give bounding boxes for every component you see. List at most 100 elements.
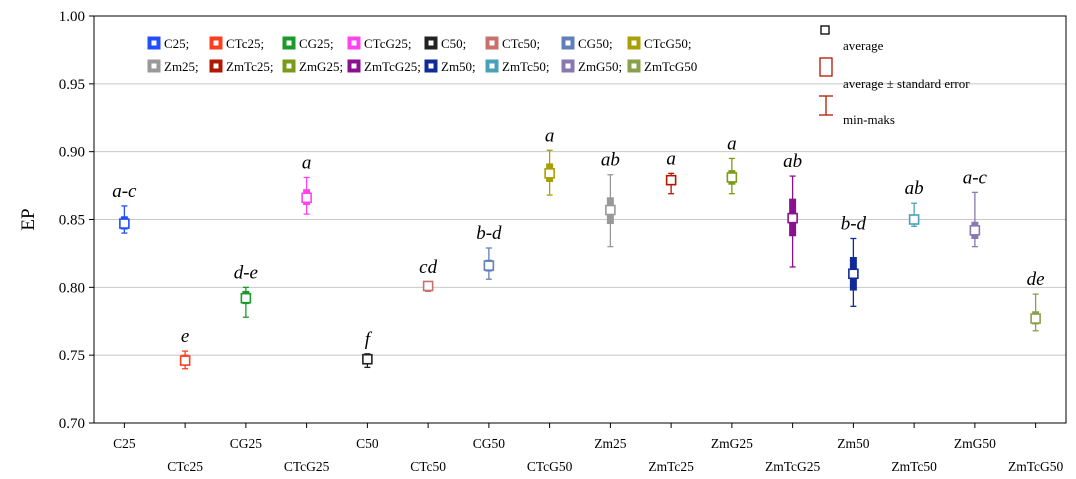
- series-ZmG25: a: [726, 133, 738, 195]
- legend-item-CTc50: CTc50;: [485, 36, 540, 51]
- data-marks: a-c e d-e a f cd b-d a ab a a ab b-d ab a-c de: [112, 125, 1045, 370]
- mean-marker: [605, 204, 616, 216]
- legend-item-CG50: CG50;: [561, 36, 613, 51]
- legend-item-CTcG25: CTcG25;: [347, 36, 411, 51]
- mean-marker: [422, 280, 434, 292]
- legend-item-ZmG25: ZmG25;: [282, 59, 343, 74]
- group-label: a: [302, 152, 312, 173]
- series-CTc25: e: [179, 326, 191, 370]
- legend-item-C25: C25;: [147, 36, 189, 51]
- x-tick-label: ZmG25: [711, 436, 753, 451]
- y-tick-label: 0.70: [59, 416, 85, 432]
- mean-marker: [787, 212, 798, 224]
- legend: C25; CTc25; CG25; CTcG25; C50; CTc50; CG50; CTc…: [147, 36, 697, 74]
- mean-marker: [665, 174, 677, 186]
- legend-label: ZmTc25;: [226, 59, 273, 74]
- group-label: b-d: [476, 223, 502, 244]
- legend-swatch-center: [213, 40, 219, 46]
- legend-label: CTc25;: [226, 36, 264, 51]
- x-tick-label: ZmG50: [954, 436, 996, 451]
- legend-label: ZmTc50;: [502, 59, 549, 74]
- series-C50: f: [362, 329, 373, 369]
- average-key-icon: [820, 25, 830, 35]
- series-CG25: d-e: [234, 262, 258, 318]
- mean-marker: [544, 168, 555, 179]
- legend-swatch-center: [631, 40, 637, 46]
- mean-marker: [119, 218, 130, 229]
- legend-label: Zm50;: [441, 59, 476, 74]
- legend-swatch-center: [286, 40, 292, 46]
- x-tick-label: CTc25: [167, 459, 203, 474]
- series-C25: a-c: [112, 181, 137, 234]
- legend-item-CTcG50: CTcG50;: [627, 36, 691, 51]
- series-Zm50: b-d: [841, 213, 867, 307]
- se-key-label: average ± standard error: [843, 76, 970, 91]
- legend-item-ZmTc25: ZmTc25;: [209, 59, 273, 74]
- mean-marker: [362, 353, 373, 365]
- group-label: cd: [419, 257, 437, 278]
- x-tick-label: Zm50: [837, 436, 869, 451]
- x-tick-label: ZmTc50: [891, 459, 937, 474]
- group-label: f: [365, 329, 373, 350]
- group-label: e: [181, 326, 189, 347]
- y-tick-label: 0.75: [59, 348, 85, 364]
- legend-label: CG25;: [299, 36, 334, 51]
- group-label: ab: [905, 178, 924, 199]
- legend-label: C25;: [164, 36, 189, 51]
- legend-item-CG25: CG25;: [282, 36, 334, 51]
- series-CTcG50: a: [544, 125, 555, 196]
- mean-marker: [726, 172, 738, 183]
- legend-swatch-center: [213, 63, 219, 69]
- x-tick-label: ZmTcG50: [1008, 459, 1064, 474]
- statistic-key: average average ± standard error min-mak…: [819, 25, 970, 127]
- legend-swatch-center: [151, 40, 157, 46]
- legend-label: CTc50;: [502, 36, 540, 51]
- legend-swatch-center: [286, 63, 292, 69]
- group-label: a-c: [112, 181, 137, 202]
- legend-swatch-center: [565, 40, 571, 46]
- series-ZmG50: a-c: [963, 167, 988, 248]
- mean-marker: [179, 355, 191, 366]
- x-axis: C25 CTc25 CG25 CTcG25 C50 CTc50 CG50 CTcG50 Zm25…: [113, 423, 1064, 474]
- legend-label: ZmG25;: [299, 59, 343, 74]
- legend-swatch-center: [151, 63, 157, 69]
- series-ZmTc50: ab: [905, 178, 924, 227]
- group-label: ab: [601, 150, 620, 171]
- y-axis-label: EP: [18, 208, 39, 230]
- group-label: ab: [783, 151, 802, 172]
- legend-label: Zm25;: [164, 59, 199, 74]
- y-axis: 0.70 0.75 0.80 0.85 0.90 0.95 1.00: [59, 9, 94, 432]
- legend-item-ZmTcG50: ZmTcG50: [627, 59, 697, 74]
- legend-swatch-center: [428, 63, 434, 69]
- legend-item-Zm50: Zm50;: [424, 59, 476, 74]
- legend-label: CTcG25;: [364, 36, 411, 51]
- legend-label: ZmG50;: [578, 59, 622, 74]
- legend-swatch-center: [428, 40, 434, 46]
- legend-item-Zm25: Zm25;: [147, 59, 199, 74]
- average-key-label: average: [843, 38, 884, 53]
- series-CTc50: cd: [419, 257, 438, 293]
- mean-marker: [1030, 313, 1041, 324]
- mean-marker: [969, 225, 981, 236]
- y-tick-label: 0.85: [59, 213, 85, 229]
- x-tick-label: CTcG50: [527, 459, 573, 474]
- group-label: a: [666, 148, 676, 169]
- series-CTcG25: a: [301, 152, 312, 215]
- mean-marker: [908, 214, 920, 225]
- series-ZmTc25: a: [665, 148, 677, 195]
- mean-marker: [483, 260, 495, 271]
- mean-marker: [301, 192, 312, 204]
- legend-swatch-center: [489, 63, 495, 69]
- x-tick-label: ZmTcG25: [765, 459, 821, 474]
- legend-item-ZmTc50: ZmTc50;: [485, 59, 549, 74]
- series-CG50: b-d: [476, 223, 502, 280]
- legend-label: ZmTcG25;: [364, 59, 421, 74]
- grid-lines: [94, 83, 1066, 356]
- x-tick-label: C25: [113, 436, 136, 451]
- x-tick-label: ZmTc25: [648, 459, 694, 474]
- group-label: d-e: [234, 262, 258, 283]
- x-tick-label: C50: [356, 436, 379, 451]
- series-ZmTcG50: de: [1027, 269, 1045, 332]
- legend-label: ZmTcG50: [644, 59, 697, 74]
